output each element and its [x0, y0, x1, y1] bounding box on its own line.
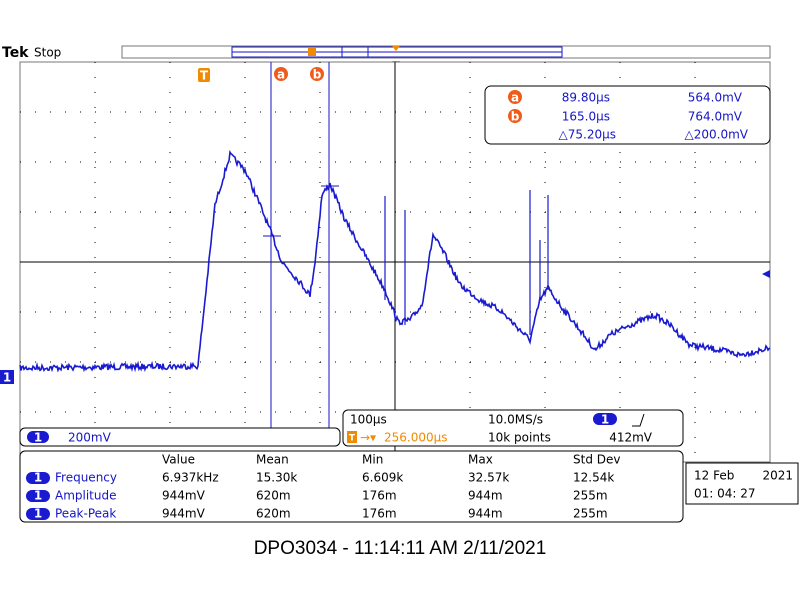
column-header: Max [468, 453, 493, 467]
cursor-b-marker [310, 67, 324, 81]
trigger-level: 412mV [609, 431, 653, 445]
time-scale: 100µs [350, 413, 387, 427]
readout-delta-time: △75.20µs [559, 128, 616, 142]
acq-status: Stop [34, 46, 61, 60]
readout-a-icon [508, 90, 522, 104]
cursor-a-marker [274, 67, 288, 81]
readout-b-icon [508, 109, 522, 123]
date-panel [685, 462, 799, 505]
position-arrow: →▾ [360, 431, 376, 445]
readout-a-volt: 564.0mV [688, 91, 743, 105]
cell: 6.937kHz [162, 471, 219, 485]
position-t-label: T [349, 434, 356, 444]
clock: 01: 04: 27 [694, 487, 756, 501]
caption: DPO3034 - 11:14:11 AM 2/11/2021 [254, 538, 547, 559]
readout-b-time: 165.0µs [562, 110, 610, 124]
cursor-b-label: b [313, 68, 322, 82]
cell: 255m [573, 489, 608, 503]
channel-badge-label: 1 [34, 431, 42, 445]
waveform-spikes [384, 190, 549, 335]
record-trigger [308, 48, 316, 56]
trigger-pos-arrow [392, 46, 400, 51]
measurement-panel [19, 450, 684, 523]
row-name: Frequency [55, 471, 117, 485]
row-channel: 1 [34, 507, 42, 521]
ch1-ground-marker [0, 370, 14, 384]
waveform [19, 149, 771, 373]
trigger-level-marker [762, 270, 770, 278]
row-name: Amplitude [55, 489, 117, 503]
cell: 620m [256, 489, 291, 503]
record-length: 10k points [488, 431, 551, 445]
cell: 944m [468, 507, 503, 521]
trigger-marker [198, 68, 210, 82]
cell: 12.54k [573, 471, 614, 485]
cell: 15.30k [256, 471, 297, 485]
column-header: Value [162, 453, 195, 467]
cell: 32.57k [468, 471, 509, 485]
year: 2021 [762, 469, 793, 483]
row-name: Peak-Peak [55, 507, 116, 521]
cell: 944mV [162, 507, 206, 521]
measurement-table: Value Mean Min Max Std Dev 1 Frequency 6.937kHz… [26, 453, 620, 521]
channel-panel [19, 427, 341, 447]
cell: 620m [256, 507, 291, 521]
row-badge [26, 490, 50, 502]
column-header: Mean [256, 453, 289, 467]
cell: 255m [573, 507, 608, 521]
cell: 176m [362, 507, 397, 521]
readout-a-icon-label: a [511, 91, 519, 105]
readout-delta-volt: △200.0mV [685, 128, 749, 142]
trigger-marker-label: T [200, 69, 209, 83]
readout-b-icon-label: b [511, 110, 520, 124]
date: 12 Feb [694, 469, 734, 483]
channel-scale: 200mV [68, 431, 112, 445]
channel-badge [27, 431, 49, 443]
row-badge [26, 508, 50, 520]
trigger-source: 1 [601, 413, 609, 427]
position-t-icon [347, 431, 357, 443]
cursor-a-label: a [277, 68, 285, 82]
cell: 944m [468, 489, 503, 503]
column-header: Min [362, 453, 383, 467]
brand: Tek [2, 45, 29, 61]
cell: 944mV [162, 489, 206, 503]
row-channel: 1 [34, 489, 42, 503]
horizontal-position: 256.000µs [384, 431, 448, 445]
readout-b-volt: 764.0mV [688, 110, 743, 124]
row-channel: 1 [34, 471, 42, 485]
readout-a-time: 89.80µs [562, 91, 610, 105]
row-badge [26, 472, 50, 484]
trigger-slope [632, 413, 645, 427]
cursor-readout [484, 85, 771, 145]
column-header: Std Dev [573, 453, 620, 467]
ch1-ground-label: 1 [3, 371, 11, 385]
trigger-source-badge [593, 413, 617, 425]
sample-rate: 10.0MS/s [488, 413, 543, 427]
cell: 176m [362, 489, 397, 503]
cell: 6.609k [362, 471, 403, 485]
